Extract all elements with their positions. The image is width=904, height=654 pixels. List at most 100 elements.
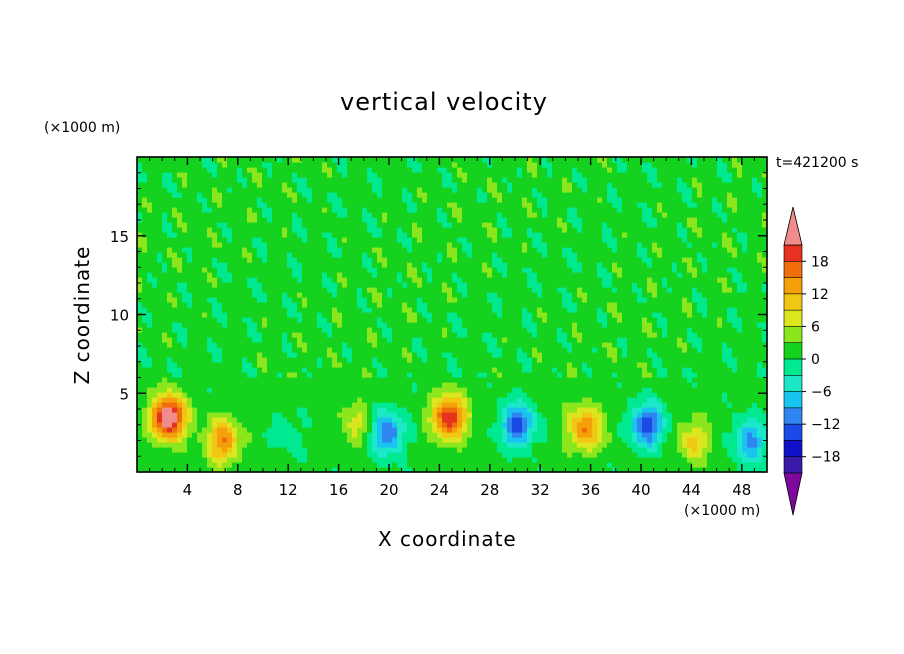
field-cell [172, 382, 178, 388]
field-cell [367, 247, 373, 253]
field-cell [152, 247, 158, 253]
field-cell [162, 347, 168, 353]
field-cell [507, 292, 513, 298]
field-cell [442, 282, 448, 288]
field-cell [157, 422, 163, 428]
field-cell [527, 207, 533, 213]
field-cell [357, 337, 363, 343]
field-cell [147, 302, 153, 308]
field-cell [527, 417, 533, 423]
field-cell [367, 232, 373, 238]
field-cell [457, 282, 463, 288]
field-cell [282, 387, 288, 393]
field-cell [337, 232, 343, 238]
field-cell [372, 347, 378, 353]
field-cell [422, 242, 428, 248]
field-cell [422, 317, 428, 323]
field-cell [337, 182, 343, 188]
field-cell [397, 177, 403, 183]
field-cell [212, 432, 218, 438]
field-cell [417, 232, 423, 238]
field-cell [432, 217, 438, 223]
field-cell [342, 327, 348, 333]
field-cell [442, 457, 448, 463]
field-cell [277, 237, 283, 243]
field-cell [287, 237, 293, 243]
field-cell [387, 297, 393, 303]
field-cell [137, 227, 143, 233]
field-cell [237, 467, 243, 473]
field-cell [362, 237, 368, 243]
field-cell [177, 312, 183, 318]
field-cell [492, 427, 498, 433]
field-cell [207, 397, 213, 403]
field-cell [182, 232, 188, 238]
field-cell [187, 307, 193, 313]
field-cell [307, 427, 313, 433]
field-cell [272, 387, 278, 393]
field-cell [232, 467, 238, 473]
field-cell [332, 412, 338, 418]
field-cell [492, 417, 498, 423]
field-cell [397, 212, 403, 218]
field-cell [252, 417, 258, 423]
field-cell [357, 312, 363, 318]
field-cell [197, 422, 203, 428]
field-cell [182, 447, 188, 453]
field-cell [222, 167, 228, 173]
field-cell [482, 312, 488, 318]
field-cell [207, 437, 213, 443]
field-cell [277, 272, 283, 278]
field-cell [412, 362, 418, 368]
field-cell [337, 262, 343, 268]
field-cell [527, 427, 533, 433]
field-cell [207, 177, 213, 183]
field-cell [412, 232, 418, 238]
field-cell [247, 312, 253, 318]
field-cell [492, 392, 498, 398]
field-cell [362, 442, 368, 448]
field-cell [167, 212, 173, 218]
field-cell [302, 412, 308, 418]
field-cell [422, 157, 428, 163]
field-cell [232, 187, 238, 193]
field-cell [447, 312, 453, 318]
field-cell [282, 372, 288, 378]
field-cell [372, 452, 378, 458]
field-cell [417, 282, 423, 288]
field-cell [347, 407, 353, 413]
field-cell [487, 287, 493, 293]
field-cell [337, 427, 343, 433]
field-cell [332, 252, 338, 258]
field-cell [447, 442, 453, 448]
field-cell [222, 447, 228, 453]
field-cell [387, 302, 393, 308]
field-cell [257, 177, 263, 183]
field-cell [412, 377, 418, 383]
field-cell [292, 402, 298, 408]
field-cell [282, 247, 288, 253]
field-cell [497, 202, 503, 208]
field-cell [382, 407, 388, 413]
field-cell [167, 302, 173, 308]
field-cell [297, 347, 303, 353]
field-cell [392, 447, 398, 453]
field-cell [452, 397, 458, 403]
field-cell [497, 192, 503, 198]
field-cell [412, 447, 418, 453]
field-cell [327, 372, 333, 378]
field-cell [177, 167, 183, 173]
field-cell [227, 427, 233, 433]
field-cell [197, 297, 203, 303]
field-cell [152, 312, 158, 318]
field-cell [202, 237, 208, 243]
field-cell [142, 452, 148, 458]
field-cell [422, 347, 428, 353]
field-cell [147, 312, 153, 318]
field-cell [357, 327, 363, 333]
field-cell [467, 447, 473, 453]
field-cell [517, 362, 523, 368]
field-cell [437, 252, 443, 258]
field-cell [347, 457, 353, 463]
field-cell [412, 337, 418, 343]
